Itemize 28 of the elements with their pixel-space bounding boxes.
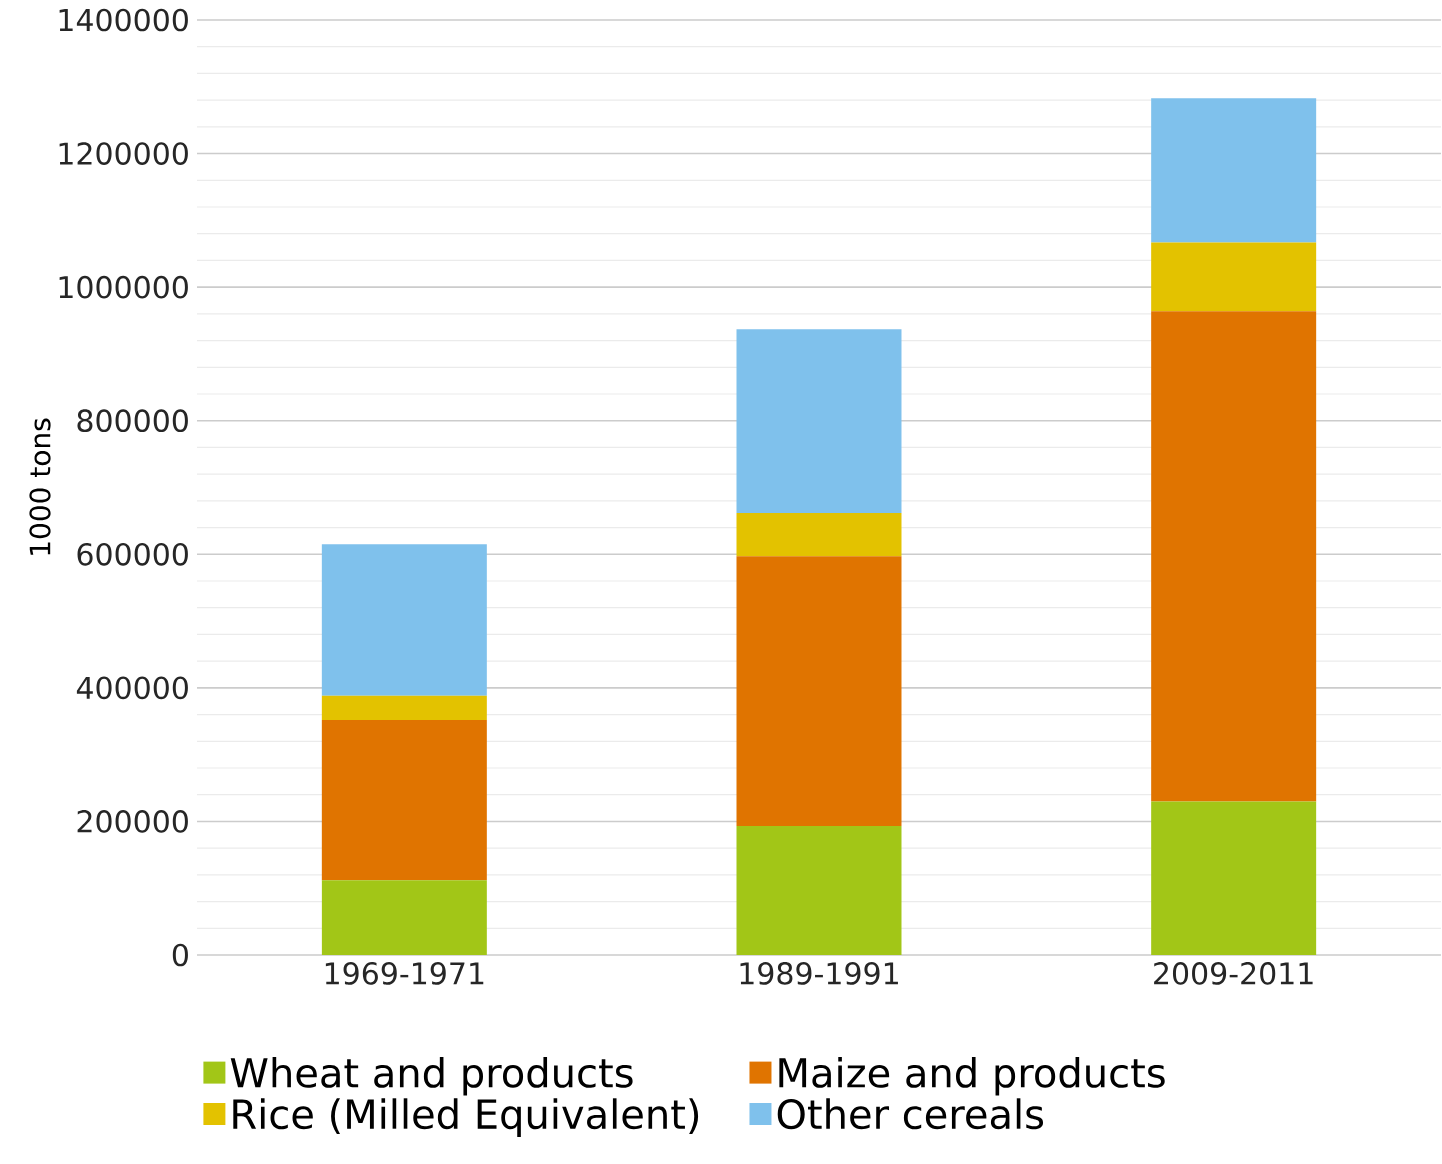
- y-tick-label: 0: [172, 943, 188, 967]
- legend-label: Wheat and products: [230, 1056, 633, 1096]
- x-tick-label: 2009-2011: [1154, 962, 1313, 985]
- bar: [736, 512, 902, 557]
- bar: [321, 695, 487, 720]
- x-tick-label: 1969-1971: [325, 962, 484, 985]
- bar: [736, 329, 902, 513]
- bar: [321, 719, 487, 881]
- y-tick-label: 800000: [77, 409, 188, 433]
- bar: [1151, 311, 1317, 802]
- legend-label: Rice (Milled Equivalent): [233, 1098, 699, 1137]
- legend-label: Other cereals: [777, 1098, 1044, 1130]
- bar: [321, 544, 487, 696]
- y-tick-label: 1000000: [59, 275, 188, 299]
- bar: [736, 556, 902, 827]
- y-tick-label: 1400000: [59, 8, 188, 32]
- y-tick-label: 1200000: [59, 142, 188, 165]
- y-axis-title: 1000 tons: [29, 418, 51, 555]
- bar: [1151, 98, 1317, 243]
- bar: [1151, 801, 1317, 955]
- legend-label: Maize and products: [779, 1056, 1165, 1096]
- y-tick-label: 400000: [76, 676, 188, 700]
- x-tick-label: 1989-1991: [740, 962, 898, 985]
- bar: [321, 880, 487, 955]
- y-tick-label: 200000: [77, 810, 188, 833]
- bar: [736, 826, 902, 955]
- bar: [1151, 242, 1317, 312]
- y-tick-label: 600000: [77, 542, 188, 566]
